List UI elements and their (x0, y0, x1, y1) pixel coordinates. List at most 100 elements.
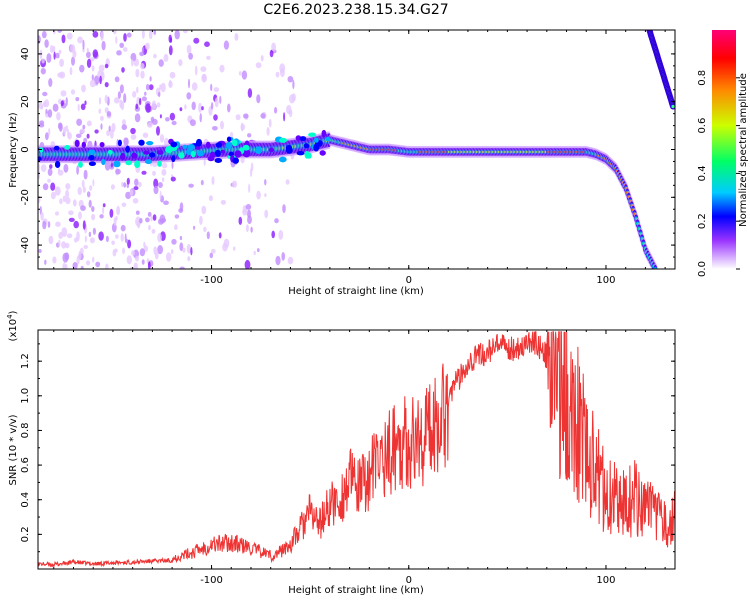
ridge-speckle (165, 145, 173, 154)
noise-blob (127, 239, 132, 249)
noise-blob (214, 97, 219, 108)
noise-blob (86, 120, 92, 127)
noise-blob (174, 224, 178, 231)
noise-blob (143, 241, 146, 248)
snr-xtick-label: 100 (596, 575, 615, 586)
noise-blob (169, 71, 176, 79)
noise-blob (49, 164, 53, 169)
colorbar: 0.0 0.2 0.4 0.6 0.8 Normalized spectral ampl… (697, 30, 749, 277)
ridge-speckle (303, 143, 310, 149)
noise-blob (208, 195, 213, 202)
noise-blob (64, 242, 70, 249)
noise-blob (269, 49, 274, 58)
noise-blob (139, 248, 146, 257)
noise-blob (268, 118, 272, 128)
noise-blob (40, 164, 47, 173)
noise-blob (200, 66, 207, 72)
noise-blob (159, 134, 165, 143)
noise-blob (201, 205, 207, 215)
noise-blob (248, 183, 251, 193)
noise-blob (52, 256, 57, 264)
noise-blob (274, 218, 279, 224)
noise-blob (186, 44, 192, 55)
noise-blob (114, 97, 120, 104)
noise-blob (139, 217, 143, 224)
noise-blob (203, 226, 207, 232)
noise-blob (121, 124, 128, 131)
noise-blob (151, 100, 156, 110)
noise-blob (123, 182, 127, 188)
noise-blob (149, 76, 152, 82)
noise-blob (80, 205, 86, 211)
noise-blob (84, 235, 87, 243)
noise-blob (238, 216, 243, 225)
ridge-speckle (131, 152, 138, 159)
ridge-speckle (185, 148, 193, 155)
noise-blob (85, 260, 91, 266)
noise-blob (98, 108, 102, 114)
noise-blob (148, 84, 154, 91)
noise-blob (133, 186, 139, 191)
ridge-speckle (285, 146, 293, 154)
noise-blob (238, 71, 242, 76)
noise-blob (223, 238, 230, 248)
noise-blob (58, 239, 61, 247)
ridge-speckle (78, 161, 83, 168)
noise-blob (152, 214, 157, 221)
noise-blob (213, 114, 218, 121)
spectrogram-xtick-label: 100 (596, 275, 615, 286)
noise-blob (150, 215, 153, 222)
spectrogram-ticks: -100 0 100 -40 -20 0 20 40 (20, 29, 675, 286)
noise-blob (44, 259, 47, 265)
noise-blob (77, 36, 83, 44)
noise-blob (179, 202, 184, 212)
noise-blob (41, 58, 45, 64)
ridge-speckle (157, 160, 162, 167)
noise-blob (227, 103, 231, 113)
ridge-speckle (234, 150, 242, 158)
noise-blob (130, 266, 133, 269)
noise-blob (250, 226, 253, 233)
snr-ytick-label: 0.8 (20, 422, 31, 438)
noise-blob (122, 247, 125, 255)
snr-ytick-label: 1.0 (20, 388, 31, 404)
noise-blob (145, 83, 150, 91)
noise-blob (71, 56, 75, 66)
noise-blob (291, 93, 296, 102)
ridge-speckle (81, 141, 87, 148)
ridge-speckle (107, 149, 113, 155)
noise-blob (123, 137, 129, 147)
noise-blob (86, 58, 92, 68)
noise-blob (42, 101, 47, 108)
noise-blob (91, 65, 95, 72)
noise-blob (123, 33, 127, 42)
noise-blob (42, 220, 47, 230)
noise-blob (232, 246, 236, 251)
noise-blob (100, 115, 104, 121)
snr-xlabel: Height of straight line (km) (288, 585, 424, 596)
noise-blob (204, 41, 210, 47)
ridge-speckle (178, 152, 185, 159)
noise-blob (163, 53, 169, 62)
noise-blob (54, 186, 61, 196)
noise-blob (235, 114, 241, 121)
noise-blob (130, 127, 136, 135)
noise-blob (131, 250, 136, 256)
snr-ytick-label: 0.6 (20, 457, 31, 473)
noise-blob (133, 262, 138, 269)
noise-blob (210, 248, 216, 254)
noise-blob (110, 184, 115, 190)
noise-blob (60, 100, 64, 107)
ridge-speckle (190, 150, 196, 158)
ridge-speckle (226, 136, 232, 142)
noise-blob (141, 96, 147, 102)
ridge-speckle (205, 141, 211, 149)
noise-blob (45, 109, 48, 114)
noise-blob (117, 91, 121, 99)
noise-blob (186, 92, 192, 100)
ridge-speckle (215, 142, 222, 148)
noise-blob (68, 217, 75, 222)
snr-exponent-label: (x104) (6, 310, 19, 341)
noise-blob (158, 59, 164, 67)
noise-blob (106, 130, 110, 137)
